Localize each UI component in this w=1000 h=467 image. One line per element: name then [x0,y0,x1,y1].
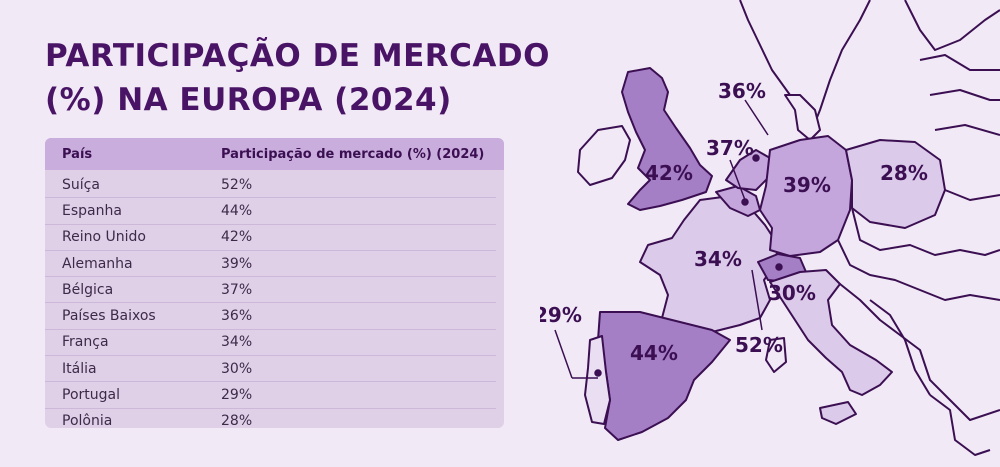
country-cell: Itália [62,360,97,377]
table-body: Suíça 52% Espanha 44% Reino Unido 42% Alema… [45,170,504,428]
label-france: 34% [694,247,742,271]
table-row: Alemanha 39% [45,251,496,278]
table-row: Espanha 44% [45,198,496,225]
country-cell: Espanha [62,202,122,219]
table-row: Reino Unido 42% [45,225,496,251]
share-cell: 28% [221,413,253,428]
label-switzerland: 52% [735,333,783,357]
country-cell: Suíça [62,176,100,193]
share-cell: 52% [221,176,253,193]
poland-shape [845,139,946,229]
europe-map: 42% 36% 37% 39% 28% 34% 30% 52% 44% 29% [540,0,1000,456]
baltics-outline [919,54,1000,136]
share-cell: 30% [221,360,253,377]
share-cell: 29% [221,387,253,404]
country-cell: Portugal [62,387,120,404]
share-cell: 39% [221,255,253,272]
table-row: Itália 30% [45,356,496,383]
header-country: País [62,146,93,162]
label-italy: 30% [768,281,816,305]
market-share-table: País Participação de mercado (%) (2024) … [45,138,504,428]
share-cell: 37% [221,281,253,298]
share-cell: 42% [221,229,253,246]
table-row: Suíça 52% [45,172,496,199]
country-cell: Países Baixos [62,308,156,325]
label-spain: 44% [630,341,678,365]
table-row: Bélgica 37% [45,277,496,304]
greece-outline [929,394,991,456]
table-row: Polônia 28% [45,409,496,428]
sardinia-shape [765,337,787,373]
table-row: Portugal 29% [45,382,496,409]
country-cell: Alemanha [62,255,133,272]
country-cell: Reino Unido [62,229,146,246]
label-germany: 39% [783,173,831,197]
denmark-outline [784,94,821,141]
country-cell: Bélgica [62,281,114,298]
country-cell: Polônia [62,413,113,428]
label-netherlands: 36% [718,79,766,103]
table-row: Países Baixos 36% [45,303,496,330]
country-cell: França [62,334,109,351]
ireland-shape [577,125,631,186]
balkans-outline [869,299,931,396]
share-cell: 34% [221,334,253,351]
portugal-shape [584,335,611,425]
finland-outline [904,0,1000,51]
eastern-europe-outline [837,189,1000,421]
sicily-shape [819,401,857,425]
label-portugal: 29% [540,303,582,327]
page-title: PARTICIPAÇÃO DE MERCADO (%) NA EUROPA (2… [45,38,550,118]
france-shape [639,195,779,336]
uk-shape [621,67,713,211]
spain-shape [597,311,731,441]
italy-shape [769,269,893,396]
label-poland: 28% [880,161,928,185]
germany-shape [759,135,853,257]
table-row: França 34% [45,330,496,357]
share-cell: 36% [221,308,253,325]
header-share: Participação de mercado (%) (2024) [221,146,485,162]
label-belgium: 37% [706,136,754,160]
share-cell: 44% [221,202,253,219]
label-uk: 42% [645,161,693,185]
table-header: País Participação de mercado (%) (2024) [45,138,504,170]
